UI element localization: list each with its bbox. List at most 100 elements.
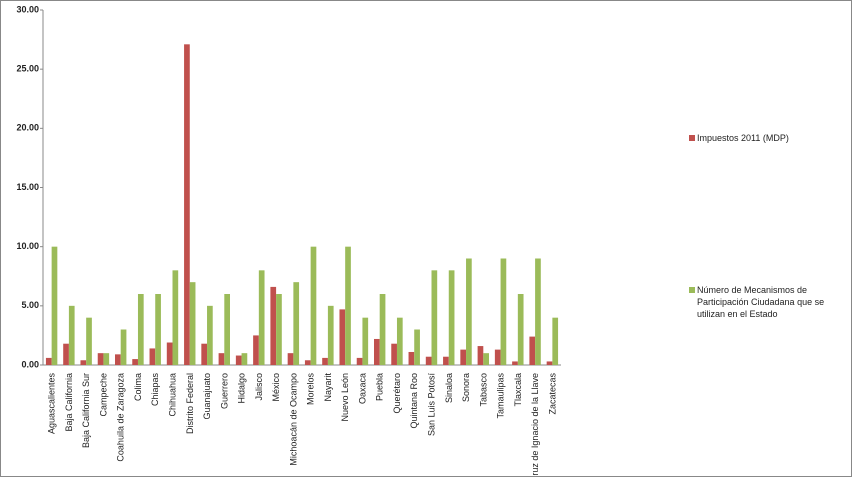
- x-tick-label: Campeche: [98, 373, 108, 417]
- bar: [97, 353, 104, 365]
- x-tick-label: Guanajuato: [202, 373, 212, 420]
- x-tick-label: San Luis Potosí: [427, 373, 437, 437]
- bar: [425, 356, 432, 365]
- bar: [218, 353, 225, 365]
- x-tick-label: Guerrero: [219, 373, 229, 409]
- bar: [103, 353, 110, 365]
- x-tick-label: Baja California: [64, 373, 74, 432]
- bar: [155, 294, 161, 365]
- legend-label: Número de Mecanismos de Participación Ci…: [697, 285, 825, 319]
- bar: [362, 317, 369, 365]
- x-tick-label: Sonora: [461, 373, 471, 402]
- bar: [310, 246, 317, 365]
- bar: [235, 355, 242, 365]
- bar: [276, 294, 282, 365]
- bar: [270, 286, 277, 365]
- bar: [115, 354, 121, 365]
- x-tick-label: Aguascalientes: [47, 373, 57, 435]
- bar: [477, 346, 484, 365]
- x-tick-label: Tamaulipas: [496, 373, 506, 419]
- legend-label: Impuestos 2011 (MDP): [697, 133, 789, 143]
- x-tick-label: Morelos: [306, 373, 316, 406]
- bar: [63, 343, 69, 365]
- bar: [201, 343, 208, 365]
- y-tick-label: 30.00: [16, 4, 39, 14]
- bar: [483, 353, 489, 365]
- bar: [374, 338, 380, 365]
- bar: [408, 351, 415, 365]
- y-tick-label: 5.00: [21, 300, 39, 310]
- bar: [207, 305, 213, 365]
- x-tick-label: Zacatecas: [547, 373, 557, 415]
- y-tick-label: 25.00: [16, 64, 39, 74]
- y-tick-label: 10.00: [16, 241, 39, 251]
- bar: [327, 305, 334, 365]
- x-tick-label: Chihuahua: [168, 373, 178, 417]
- bar: [345, 246, 351, 365]
- x-tick-label: Michoacán de Ocampo: [288, 373, 298, 466]
- bar: [500, 258, 507, 365]
- y-tick-label: 15.00: [16, 182, 39, 192]
- bar: [45, 357, 52, 365]
- bar: [460, 349, 467, 365]
- bar: [258, 270, 265, 365]
- bar: [304, 360, 311, 365]
- bar: [512, 361, 518, 365]
- bar: [80, 360, 87, 365]
- bar: [535, 258, 541, 365]
- x-tick-label: Tabasco: [478, 373, 488, 407]
- x-tick-label: Colima: [133, 373, 143, 401]
- bar: [431, 270, 438, 365]
- bar: [287, 353, 294, 365]
- bar: [132, 359, 138, 365]
- x-tick-label: Querétaro: [392, 373, 402, 414]
- bar: [466, 258, 472, 365]
- bar: [546, 361, 553, 365]
- bar: [68, 305, 75, 365]
- bar: [443, 356, 449, 365]
- bar: [414, 329, 420, 365]
- x-tick-label: Puebla: [375, 373, 385, 401]
- bar: [552, 317, 559, 365]
- legend-swatch: [689, 135, 695, 141]
- bar: [253, 335, 259, 365]
- bar: [494, 349, 501, 365]
- legend-entry: Número de Mecanismos de Participación Ci…: [689, 284, 829, 320]
- x-tick-label: Jalisco: [254, 373, 264, 401]
- bar: [448, 270, 455, 365]
- x-tick-label: Hidalgo: [237, 373, 247, 404]
- bar: [224, 294, 230, 365]
- x-tick-label: Nuevo León: [340, 373, 350, 422]
- bar: [189, 282, 196, 365]
- bar: [379, 294, 386, 365]
- x-tick-label: Nayarit: [323, 373, 333, 402]
- bar: [529, 336, 536, 365]
- x-tick-label: Veracruz de Ignacio de la Llave: [530, 373, 540, 476]
- bar: [391, 343, 397, 365]
- legend-entry: Impuestos 2011 (MDP): [689, 132, 829, 144]
- x-tick-label: México: [271, 373, 281, 402]
- x-tick-label: Oaxaca: [357, 373, 367, 404]
- bar: [51, 246, 58, 365]
- bar: [86, 317, 92, 365]
- bar: [356, 357, 363, 365]
- bar: [322, 357, 328, 365]
- bar: [184, 44, 190, 366]
- bar: [172, 270, 179, 365]
- x-tick-label: Baja California Sur: [81, 373, 91, 448]
- x-tick-label: Coahuila de Zaragoza: [116, 373, 126, 462]
- bar: [339, 309, 346, 365]
- x-tick-label: Sinaloa: [444, 373, 454, 403]
- bar: [293, 282, 300, 365]
- y-tick-label: 0.00: [21, 359, 39, 369]
- bar: [149, 348, 156, 365]
- x-tick-label: Distrito Federal: [185, 373, 195, 434]
- bar: [517, 294, 524, 365]
- x-tick-label: Tlaxcala: [513, 373, 523, 407]
- bar: [241, 353, 248, 365]
- x-tick-label: Quintana Roo: [409, 373, 419, 429]
- bar: [120, 329, 127, 365]
- bar: [166, 342, 173, 365]
